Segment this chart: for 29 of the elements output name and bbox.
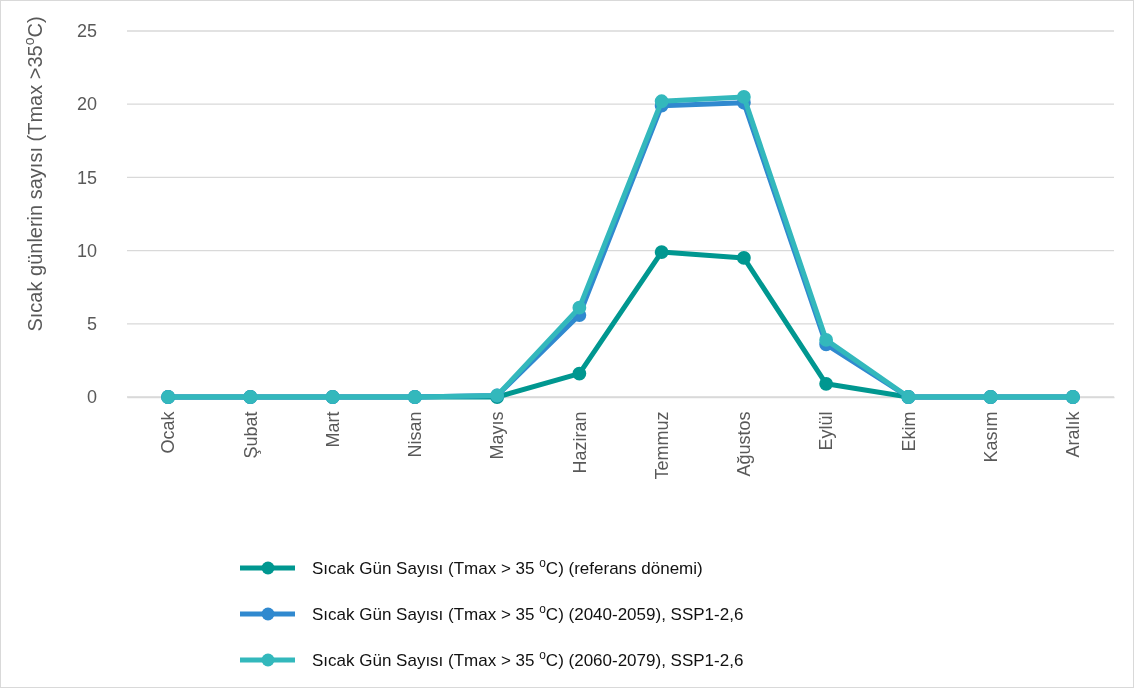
x-tick-label: Ekim [898, 411, 919, 452]
y-tick-label: 20 [76, 94, 97, 115]
x-tick-label: Haziran [569, 411, 590, 474]
legend-label: Sıcak Gün Sayısı (Tmax > 35 $^{o}$C) (referans dönemi) [312, 556, 703, 578]
x-tick-label: Ağustos [734, 411, 755, 477]
point [572, 300, 587, 315]
legend-label: Sıcak Gün Sayısı (Tmax > 35 $^{o}$C) (2060-2079), SSP1-2,6 [312, 648, 744, 670]
point [572, 366, 587, 381]
x-tick-label: Temmuz [651, 411, 672, 480]
point [819, 376, 834, 391]
point [736, 89, 751, 104]
y-tick-label: 5 [86, 314, 97, 335]
x-tick-label: Mayıs [487, 411, 508, 460]
point [654, 94, 669, 109]
x-tick-label: Şubat [240, 411, 261, 459]
y-tick-label: 25 [76, 21, 97, 42]
x-tick-label: Kasım [980, 411, 1001, 463]
x-tick-label: Mart [322, 411, 343, 448]
point [654, 245, 669, 259]
x-tick-label: Aralık [1063, 410, 1084, 458]
y-tick-label: 0 [86, 387, 97, 408]
point [736, 251, 751, 265]
x-tick-label: Ocak [158, 410, 179, 454]
point [819, 333, 834, 347]
legend-label: Sıcak Gün Sayısı (Tmax > 35 $^{o}$C) (2040-2059), SSP1-2,6 [312, 602, 744, 624]
y-tick-label: 10 [76, 240, 97, 261]
x-tick-label: Nisan [405, 411, 426, 458]
y-tick-label: 15 [76, 167, 97, 188]
x-tick-label: Eylül [816, 411, 837, 451]
